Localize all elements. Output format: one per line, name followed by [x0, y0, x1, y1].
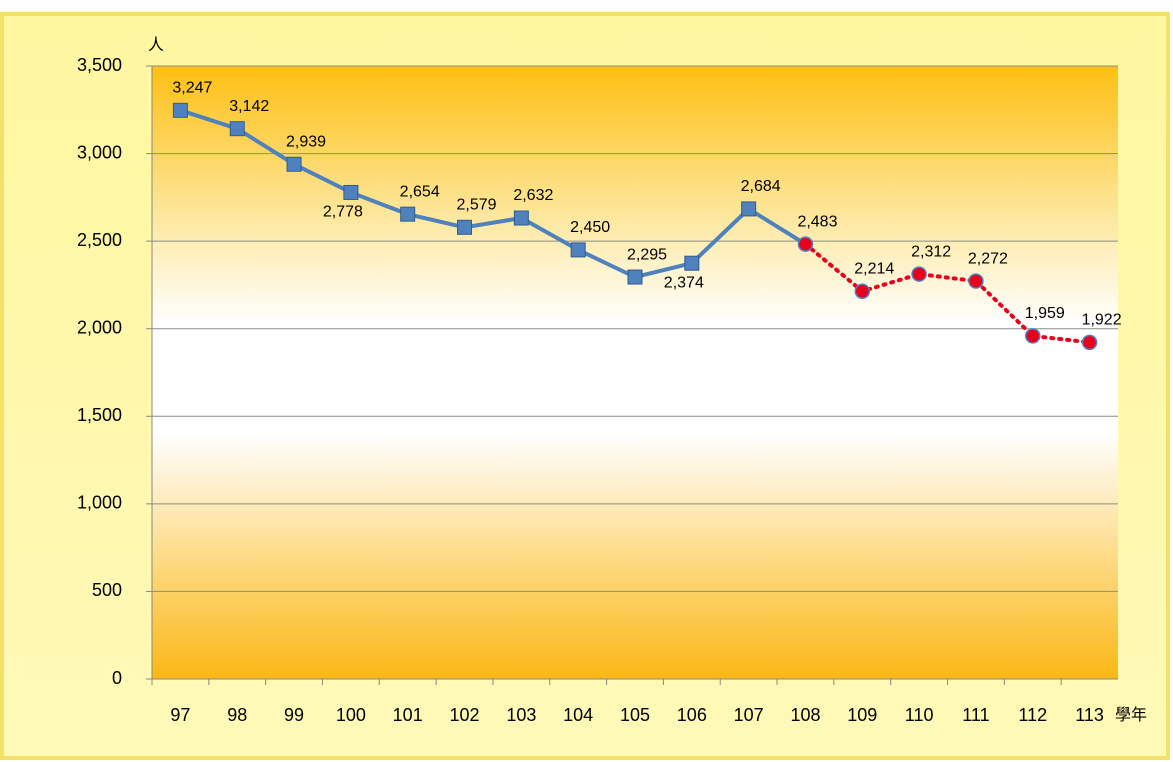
y-tick-label: 1,500	[77, 405, 122, 425]
marker	[1025, 328, 1041, 344]
marker	[797, 236, 814, 252]
data-label: 1,959	[1025, 305, 1065, 322]
data-label: 2,684	[741, 178, 781, 195]
marker	[741, 201, 757, 217]
marker	[684, 255, 700, 271]
marker	[513, 210, 529, 226]
x-tick-label: 99	[284, 705, 304, 725]
x-tick-label: 111	[962, 705, 989, 725]
x-unit: 學年	[1115, 706, 1147, 724]
series-line	[179, 108, 807, 280]
y-tick-label: 2,000	[77, 317, 122, 337]
data-label: 2,939	[286, 133, 326, 150]
data-label: 3,247	[172, 80, 212, 97]
marker	[854, 283, 871, 299]
data-label: 2,312	[911, 243, 951, 260]
y-tick-label: 0	[112, 668, 122, 688]
y-tick-label: 2,500	[77, 230, 122, 250]
marker	[172, 102, 188, 118]
x-tick-label: 105	[620, 705, 650, 725]
marker	[1081, 334, 1098, 351]
x-tick-label: 110	[905, 705, 934, 725]
y-tick-label: 3,500	[77, 55, 122, 75]
marker	[570, 242, 586, 258]
marker	[627, 269, 643, 285]
data-label: 2,632	[513, 187, 553, 204]
data-label: 2,272	[968, 250, 1008, 267]
x-tick-label: 109	[847, 705, 877, 725]
x-tick-label: 104	[563, 705, 593, 725]
marker	[457, 219, 473, 235]
x-tick-label: 113	[1075, 705, 1104, 725]
data-label: 2,579	[457, 197, 497, 214]
data-label: 2,778	[323, 204, 363, 221]
plot-area	[152, 66, 1118, 679]
data-label: 2,654	[400, 183, 440, 200]
marker	[229, 121, 245, 137]
x-tick-label: 101	[393, 705, 423, 725]
marker	[968, 273, 984, 289]
x-tick-label: 112	[1018, 705, 1047, 725]
x-tick-label: 106	[677, 705, 707, 725]
y-tick-label: 1,000	[77, 493, 122, 513]
x-tick-label: 108	[790, 705, 820, 725]
marker	[286, 156, 302, 172]
x-tick-label: 103	[506, 705, 536, 725]
data-label: 2,214	[854, 260, 894, 277]
y-tick-label: 500	[92, 580, 122, 600]
x-tick-label: 97	[170, 705, 190, 725]
data-label: 2,374	[664, 274, 704, 291]
data-label: 2,450	[570, 219, 610, 236]
x-tick-label: 107	[734, 705, 764, 725]
data-label: 1,922	[1082, 312, 1122, 329]
x-tick-label: 98	[227, 705, 247, 725]
y-unit: 人	[148, 36, 164, 54]
x-tick-label: 102	[450, 705, 480, 725]
data-label: 3,142	[229, 98, 269, 115]
data-label: 2,295	[627, 246, 667, 263]
marker	[343, 184, 359, 200]
data-label: 2,483	[797, 213, 837, 230]
x-tick-label: 100	[336, 705, 366, 725]
marker	[400, 206, 416, 222]
y-tick-label: 3,000	[77, 142, 122, 162]
series-line	[803, 242, 1092, 345]
marker	[911, 266, 927, 282]
